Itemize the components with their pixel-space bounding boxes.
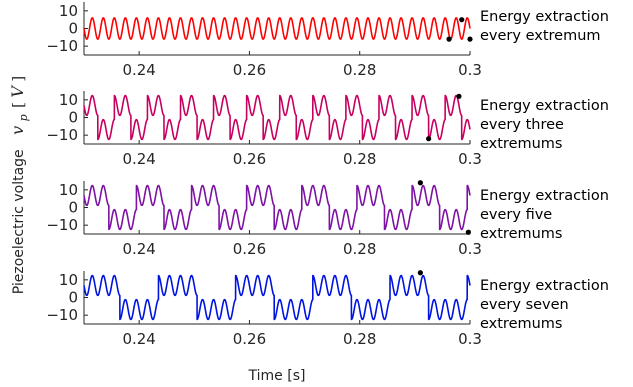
annotation-line: extremums [480, 226, 563, 242]
annotation-line: Energy extraction [480, 98, 609, 114]
extraction-point [465, 229, 471, 235]
y-axis-title-bracket-open: [ [9, 102, 27, 108]
annotation-line: Energy extraction [480, 188, 609, 204]
x-tick-label: 0.3 [458, 61, 482, 79]
extraction-point [417, 180, 423, 186]
annotation-line: extremums [480, 316, 563, 332]
y-tick-label: 10 [59, 2, 78, 20]
x-tick-label: 0.26 [233, 61, 266, 79]
panel-2: 100−10 0.24 0.26 0.28 0.3 Energy extraction ev… [46, 91, 609, 168]
x-tick-label: 0.24 [122, 150, 155, 168]
y-tick-label: −10 [46, 216, 78, 234]
series-line [83, 274, 471, 321]
series-line [83, 94, 471, 141]
extraction-point [417, 270, 423, 276]
x-tick-label: 0.3 [458, 150, 482, 168]
extraction-point [456, 93, 462, 99]
y-tick-label: 0 [68, 109, 78, 127]
annotation-line: every seven [480, 297, 569, 313]
y-axis-title-text: Piezoelectric voltage [11, 149, 27, 294]
x-tick-label: 0.28 [343, 330, 376, 348]
y-axis-title-bracket-close: ] [9, 76, 27, 82]
y-tick-label: 10 [59, 181, 78, 199]
y-tick-label: 0 [68, 199, 78, 217]
x-tick-label: 0.28 [343, 150, 376, 168]
x-tick-label: 0.3 [458, 330, 482, 348]
annotation-line: every extremum [480, 28, 601, 44]
annotation-line: every three [480, 117, 564, 133]
y-tick-label: −10 [46, 306, 78, 324]
y-axis-title-unit: V [8, 85, 27, 98]
x-tick-label: 0.28 [343, 240, 376, 258]
y-tick-label: −10 [46, 37, 78, 55]
extraction-point [426, 136, 432, 142]
panel-4: 100−10 0.24 0.26 0.28 0.3 Energy extraction ev… [46, 270, 609, 348]
x-tick-label: 0.28 [343, 61, 376, 79]
annotation-line: every five [480, 207, 552, 223]
y-axis-title-symbol: v [8, 126, 27, 135]
y-tick-label: −10 [46, 126, 78, 144]
x-tick-label: 0.24 [122, 240, 155, 258]
x-tick-label: 0.26 [233, 240, 266, 258]
extraction-point [446, 36, 452, 42]
x-tick-label: 0.26 [233, 330, 266, 348]
x-tick-label: 0.24 [122, 61, 155, 79]
series-line [83, 184, 471, 231]
y-axis-title-subscript: p [17, 114, 30, 121]
svg-text:Piezoelectric voltage v: Piezoelectric voltage v p [ V ] [8, 76, 31, 295]
y-axis-title: Piezoelectric voltage v p [ V ] [8, 76, 31, 295]
x-tick-label: 0.24 [122, 330, 155, 348]
annotation-line: Energy extraction [480, 9, 609, 25]
panel-3: 100−10 0.24 0.26 0.28 0.3 Energy extraction ev… [46, 180, 609, 258]
y-tick-label: 10 [59, 91, 78, 109]
extraction-point [459, 17, 465, 23]
series-line [83, 17, 471, 40]
annotation-line: Energy extraction [480, 278, 609, 294]
x-axis-title: Time [s] [248, 368, 306, 384]
y-tick-label: 10 [59, 271, 78, 289]
x-tick-label: 0.26 [233, 150, 266, 168]
y-tick-label: 0 [68, 289, 78, 307]
annotation-line: extremums [480, 136, 563, 152]
extraction-point [467, 36, 473, 42]
x-tick-label: 0.3 [458, 240, 482, 258]
y-tick-label: 0 [68, 20, 78, 38]
panel-1: 100−10 0.24 0.26 0.28 0.3 Energy extraction ev… [46, 2, 609, 79]
